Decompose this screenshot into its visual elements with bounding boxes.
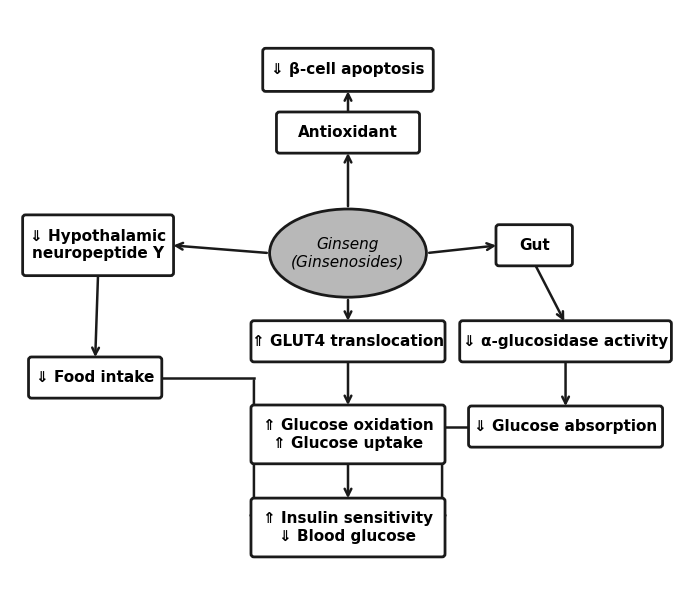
- Text: ⇓ Glucose absorption: ⇓ Glucose absorption: [474, 419, 657, 434]
- Text: ⇑ Glucose oxidation
⇑ Glucose uptake: ⇑ Glucose oxidation ⇑ Glucose uptake: [262, 418, 434, 451]
- Text: Gut: Gut: [519, 238, 550, 253]
- Text: ⇑ GLUT4 translocation: ⇑ GLUT4 translocation: [252, 334, 444, 349]
- Text: ⇑ Insulin sensitivity
⇓ Blood glucose: ⇑ Insulin sensitivity ⇓ Blood glucose: [263, 511, 433, 544]
- FancyBboxPatch shape: [29, 357, 161, 398]
- FancyBboxPatch shape: [460, 321, 672, 362]
- FancyBboxPatch shape: [496, 225, 572, 266]
- Ellipse shape: [269, 209, 427, 297]
- FancyBboxPatch shape: [251, 321, 445, 362]
- FancyBboxPatch shape: [276, 112, 420, 153]
- Text: ⇓ Hypothalamic
neuropeptide Y: ⇓ Hypothalamic neuropeptide Y: [30, 229, 166, 262]
- Text: ⇓ β-cell apoptosis: ⇓ β-cell apoptosis: [271, 63, 425, 77]
- Text: ⇓ Food intake: ⇓ Food intake: [36, 370, 155, 385]
- Text: ⇓ α-glucosidase activity: ⇓ α-glucosidase activity: [463, 334, 668, 349]
- Text: Ginseng
(Ginsenosides): Ginseng (Ginsenosides): [292, 237, 404, 270]
- FancyBboxPatch shape: [251, 498, 445, 557]
- FancyBboxPatch shape: [23, 215, 173, 276]
- FancyBboxPatch shape: [251, 405, 445, 464]
- FancyBboxPatch shape: [468, 406, 663, 447]
- FancyBboxPatch shape: [262, 49, 433, 91]
- Text: Antioxidant: Antioxidant: [298, 125, 398, 140]
